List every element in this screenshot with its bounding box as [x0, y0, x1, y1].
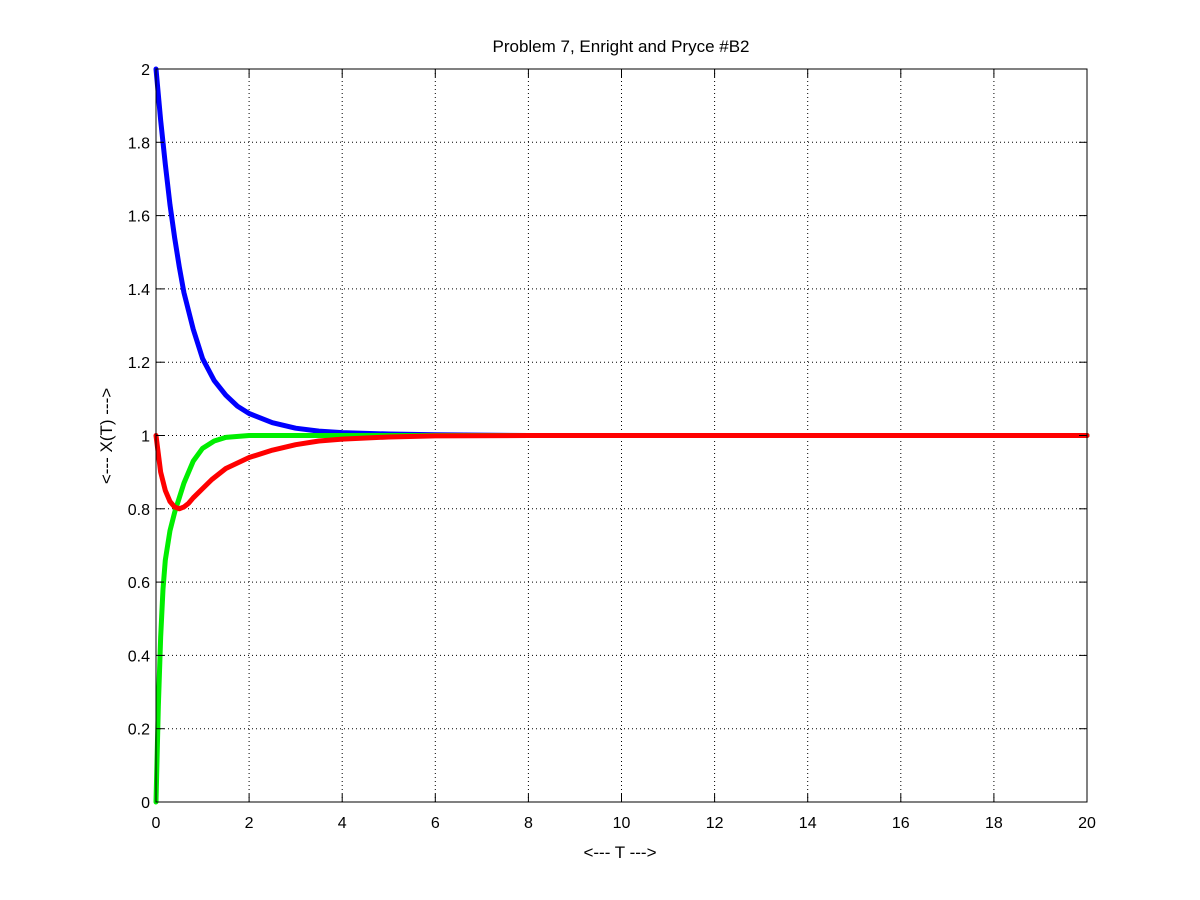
y-tick-label: 0.4 [128, 648, 150, 665]
axis-ticks [155, 68, 1088, 803]
x-tick-label: 14 [799, 815, 817, 832]
y-tick-labels: 0 0.2 0.4 0.6 0.8 1 1.2 1.4 1.6 1.8 2 [128, 62, 150, 812]
y-tick-label: 1.4 [128, 282, 150, 299]
y-tick-label: 0.6 [128, 575, 150, 592]
x-tick-label: 12 [706, 815, 724, 832]
y-tick-label: 0 [141, 795, 150, 812]
y-tick-label: 2 [141, 62, 150, 79]
x-tick-label: 6 [431, 815, 440, 832]
series-red-line [153, 433, 1090, 512]
x-axis-label: <--- T ---> [583, 843, 656, 862]
x-tick-label: 4 [338, 815, 347, 832]
chart-title: Problem 7, Enright and Pryce #B2 [492, 37, 749, 56]
y-axis-label: <--- X(T) ---> [97, 388, 116, 484]
x-tick-labels: 0 2 4 6 8 10 12 14 16 18 20 [152, 815, 1096, 832]
x-tick-label: 20 [1078, 815, 1096, 832]
x-tick-label: 18 [985, 815, 1003, 832]
x-tick-label: 10 [613, 815, 631, 832]
y-tick-label: 1 [141, 429, 150, 446]
y-tick-label: 1.2 [128, 355, 150, 372]
y-tick-label: 0.8 [128, 502, 150, 519]
x-tick-label: 0 [152, 815, 161, 832]
y-tick-label: 1.6 [128, 209, 150, 226]
y-tick-label: 1.8 [128, 135, 150, 152]
series-lines [153, 66, 1090, 805]
x-tick-label: 8 [524, 815, 533, 832]
y-tick-label: 0.2 [128, 722, 150, 739]
x-tick-label: 2 [245, 815, 254, 832]
x-tick-label: 16 [892, 815, 910, 832]
